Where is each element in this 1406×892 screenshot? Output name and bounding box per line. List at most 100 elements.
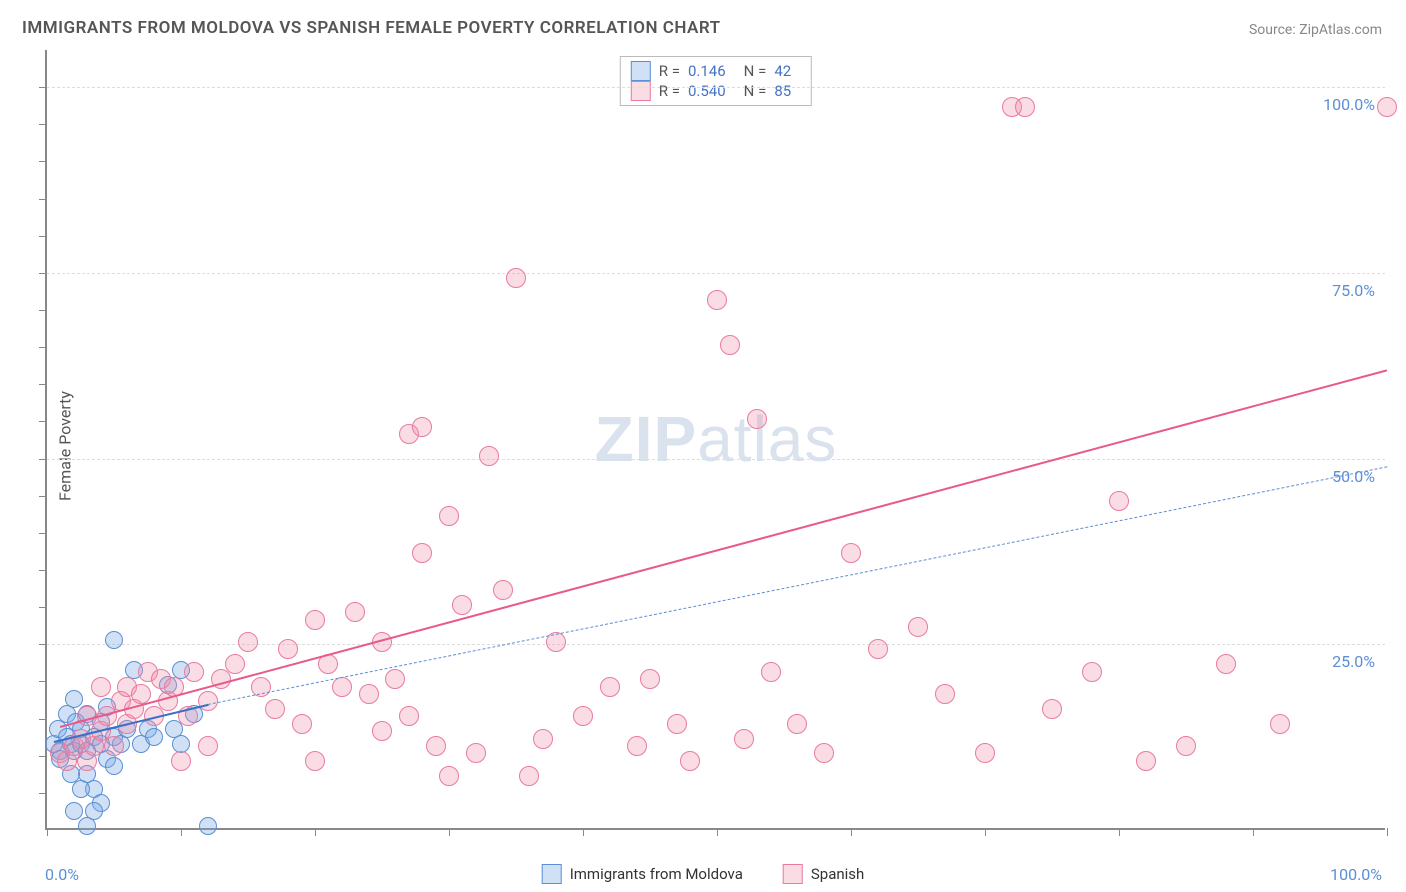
watermark: ZIPatlas bbox=[595, 402, 838, 476]
y-tick bbox=[39, 533, 47, 534]
data-point-spanish bbox=[519, 766, 539, 786]
data-point-spanish bbox=[841, 543, 861, 563]
x-tick-label-max: 100.0% bbox=[1330, 865, 1382, 884]
y-tick-label: 25.0% bbox=[1332, 652, 1375, 671]
legend-item-moldova: Immigrants from Moldova bbox=[542, 864, 743, 884]
data-point-spanish bbox=[1082, 662, 1102, 682]
data-point-spanish bbox=[91, 677, 111, 697]
y-tick bbox=[39, 496, 47, 497]
legend-swatch bbox=[631, 81, 651, 101]
data-point-spanish bbox=[305, 751, 325, 771]
data-point-moldova bbox=[65, 690, 83, 708]
data-point-moldova bbox=[199, 817, 217, 835]
x-tick bbox=[985, 828, 986, 836]
legend-stat-n-label: N = bbox=[744, 62, 767, 80]
legend-row-spanish: R = 0.540 N = 85 bbox=[631, 81, 801, 101]
legend-swatch bbox=[542, 864, 562, 884]
legend-bottom: Immigrants from Moldova Spanish bbox=[542, 864, 865, 884]
y-tick bbox=[39, 199, 47, 200]
data-point-spanish bbox=[868, 639, 888, 659]
y-tick bbox=[39, 719, 47, 720]
y-tick bbox=[39, 421, 47, 422]
data-point-spanish bbox=[1377, 97, 1397, 117]
data-point-spanish bbox=[104, 736, 124, 756]
data-point-spanish bbox=[600, 677, 620, 697]
data-point-spanish bbox=[1176, 736, 1196, 756]
data-point-moldova bbox=[105, 631, 123, 649]
data-point-spanish bbox=[787, 714, 807, 734]
data-point-spanish bbox=[385, 669, 405, 689]
y-tick bbox=[39, 161, 47, 162]
x-tick bbox=[717, 828, 718, 836]
data-point-spanish bbox=[680, 751, 700, 771]
data-point-spanish bbox=[265, 699, 285, 719]
data-point-spanish bbox=[573, 706, 593, 726]
data-point-spanish bbox=[359, 684, 379, 704]
data-point-spanish bbox=[640, 669, 660, 689]
data-point-spanish bbox=[1042, 699, 1062, 719]
legend-row-moldova: R = 0.146 N = 42 bbox=[631, 61, 801, 81]
data-point-spanish bbox=[452, 595, 472, 615]
data-point-spanish bbox=[1270, 714, 1290, 734]
y-tick bbox=[39, 347, 47, 348]
data-point-spanish bbox=[399, 706, 419, 726]
data-point-spanish bbox=[533, 729, 553, 749]
y-tick bbox=[39, 793, 47, 794]
x-tick bbox=[315, 828, 316, 836]
data-point-moldova bbox=[72, 780, 90, 798]
legend-swatch bbox=[631, 61, 651, 81]
legend-top: R = 0.146 N = 42R = 0.540 N = 85 bbox=[620, 56, 812, 106]
plot-area: ZIPatlas R = 0.146 N = 42R = 0.540 N = 8… bbox=[45, 50, 1385, 830]
data-point-spanish bbox=[305, 610, 325, 630]
data-point-spanish bbox=[412, 543, 432, 563]
trend-line bbox=[208, 466, 1387, 705]
y-tick bbox=[39, 236, 47, 237]
data-point-spanish bbox=[1136, 751, 1156, 771]
y-tick bbox=[39, 756, 47, 757]
data-point-spanish bbox=[439, 766, 459, 786]
x-tick bbox=[1119, 828, 1120, 836]
legend-label: Spanish bbox=[811, 865, 864, 883]
data-point-moldova bbox=[145, 728, 163, 746]
data-point-spanish bbox=[225, 654, 245, 674]
x-tick bbox=[1387, 828, 1388, 836]
x-tick-label-min: 0.0% bbox=[45, 865, 79, 884]
x-tick bbox=[1253, 828, 1254, 836]
data-point-moldova bbox=[105, 757, 123, 775]
data-point-spanish bbox=[720, 335, 740, 355]
x-tick bbox=[583, 828, 584, 836]
data-point-spanish bbox=[184, 662, 204, 682]
data-point-spanish bbox=[466, 743, 486, 763]
y-tick bbox=[39, 607, 47, 608]
gridline bbox=[47, 273, 1385, 274]
data-point-spanish bbox=[667, 714, 687, 734]
data-point-spanish bbox=[1015, 97, 1035, 117]
x-tick bbox=[851, 828, 852, 836]
legend-item-spanish: Spanish bbox=[783, 864, 864, 884]
data-point-spanish bbox=[278, 639, 298, 659]
data-point-spanish bbox=[734, 729, 754, 749]
legend-stat-n-value: 42 bbox=[774, 62, 791, 80]
data-point-spanish bbox=[131, 684, 151, 704]
data-point-spanish bbox=[238, 632, 258, 652]
data-point-spanish bbox=[707, 290, 727, 310]
y-tick bbox=[39, 124, 47, 125]
chart-source: Source: ZipAtlas.com bbox=[1249, 22, 1382, 38]
y-tick bbox=[39, 384, 47, 385]
data-point-spanish bbox=[372, 721, 392, 741]
data-point-spanish bbox=[747, 409, 767, 429]
y-tick bbox=[39, 570, 47, 571]
data-point-spanish bbox=[171, 751, 191, 771]
gridline bbox=[47, 87, 1385, 88]
y-tick-label: 100.0% bbox=[1323, 95, 1375, 114]
legend-label: Immigrants from Moldova bbox=[570, 865, 743, 883]
data-point-spanish bbox=[479, 446, 499, 466]
data-point-spanish bbox=[908, 617, 928, 637]
data-point-spanish bbox=[935, 684, 955, 704]
legend-stat-r-value: 0.146 bbox=[688, 62, 726, 80]
data-point-spanish bbox=[1216, 654, 1236, 674]
gridline bbox=[47, 459, 1385, 460]
data-point-moldova bbox=[85, 802, 103, 820]
y-tick bbox=[39, 87, 47, 88]
data-point-spanish bbox=[975, 743, 995, 763]
